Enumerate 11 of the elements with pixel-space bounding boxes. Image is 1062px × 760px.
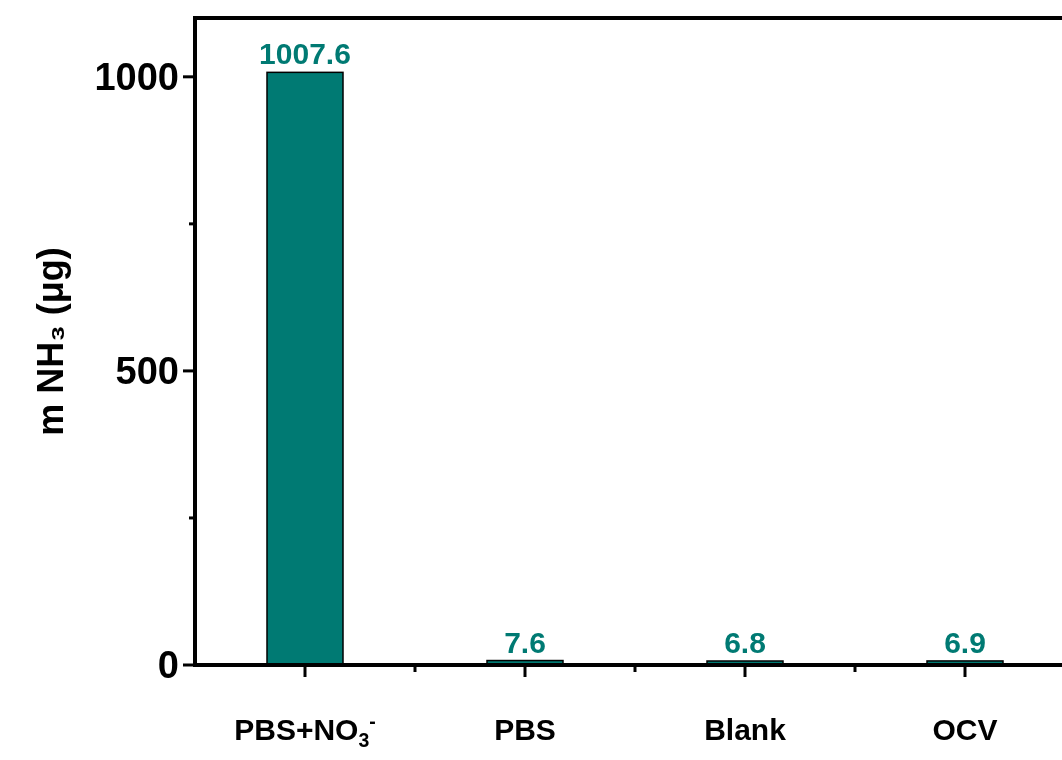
- y-axis-title: m NH₃ (μg): [30, 247, 71, 436]
- data-label: 6.9: [944, 625, 986, 659]
- y-tick-label: 0: [157, 644, 179, 687]
- y-tick-label: 1000: [94, 56, 179, 99]
- x-tick-label: PBS: [494, 713, 556, 746]
- y-tick-label: 500: [115, 350, 179, 393]
- x-tick-label: OCV: [932, 713, 998, 746]
- data-label: 1007.6: [259, 37, 351, 71]
- data-label: 6.8: [724, 626, 766, 659]
- x-tick-label: Blank: [704, 713, 787, 746]
- data-label: 7.6: [504, 625, 546, 659]
